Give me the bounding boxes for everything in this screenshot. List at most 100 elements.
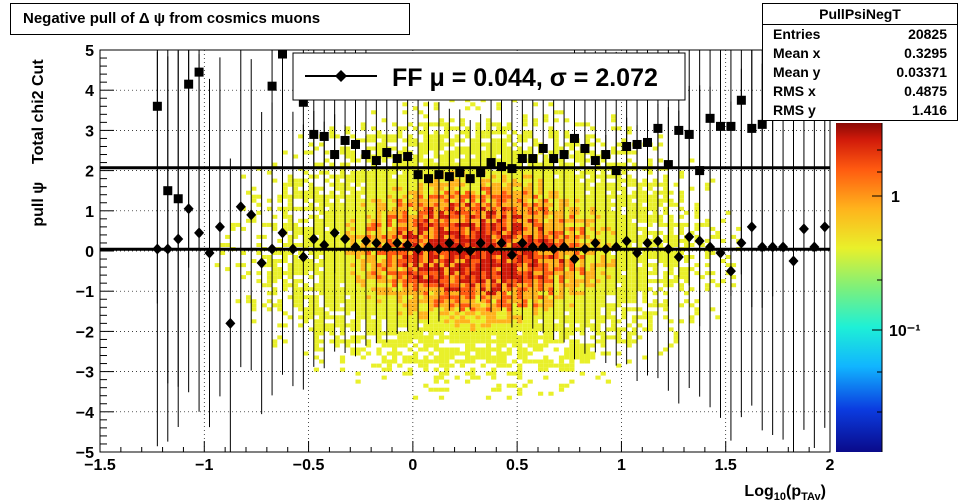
heat-cell [548, 287, 554, 292]
heat-cell [449, 291, 455, 296]
heat-cell [480, 287, 486, 292]
square-marker [392, 154, 402, 164]
heat-cell [444, 295, 450, 300]
heat-cell [532, 275, 539, 280]
heat-cell [365, 214, 372, 219]
heat-cell [407, 202, 413, 207]
heat-cell [355, 226, 361, 231]
heat-cell [511, 343, 518, 348]
heat-cell [449, 202, 455, 207]
heat-cell [600, 194, 606, 199]
heat-cell [298, 303, 304, 308]
heat-cell [584, 198, 591, 203]
heat-cell [678, 206, 685, 211]
heat-cell [282, 210, 288, 215]
diamond-marker [486, 243, 497, 255]
heat-cell [412, 395, 419, 400]
heat-cell [564, 351, 570, 356]
heat-cell [584, 194, 591, 199]
heat-cell [506, 267, 512, 272]
heat-cell [475, 162, 481, 167]
heat-cell [485, 271, 492, 276]
heat-cell [339, 291, 346, 296]
heat-cell [538, 363, 544, 368]
heat-cell [345, 210, 351, 215]
heat-cell [574, 275, 580, 280]
heat-cell [538, 359, 544, 364]
heat-cell [449, 154, 455, 159]
heat-cell [538, 214, 544, 219]
heat-cell [558, 311, 565, 316]
heat-cell [626, 234, 632, 239]
heat-cell [511, 174, 518, 179]
heat-cell [657, 303, 664, 308]
heat-cell [564, 162, 570, 167]
heat-cell [574, 347, 580, 352]
heat-cell [611, 222, 617, 227]
heat-cell [527, 214, 533, 219]
heat-cell [532, 182, 539, 187]
heat-cell [553, 142, 559, 147]
heat-cell [334, 275, 340, 280]
heat-cell [684, 291, 690, 296]
heat-cell [574, 198, 580, 203]
heat-cell [548, 234, 554, 239]
heat-cell [438, 259, 445, 264]
heat-cell [558, 210, 565, 215]
heat-cell [652, 198, 658, 203]
heat-cell [511, 311, 518, 316]
heat-cell [470, 138, 476, 143]
heat-cell [465, 359, 471, 364]
heat-cell [365, 186, 372, 191]
heat-cell [433, 263, 439, 268]
heat-cell [438, 375, 445, 380]
heat-cell [517, 202, 523, 207]
heat-cell [433, 315, 439, 320]
heat-cell [402, 214, 408, 219]
heat-cell [553, 238, 559, 243]
heat-cell [240, 275, 247, 280]
heat-cell [470, 331, 476, 336]
heat-cell [350, 186, 356, 191]
heat-cell [397, 295, 403, 300]
heat-cell [532, 122, 539, 127]
heat-cell [345, 186, 351, 191]
heat-cell [423, 339, 429, 344]
heat-cell [334, 303, 340, 308]
heat-cell [564, 206, 570, 211]
heat-cell [298, 259, 304, 264]
heat-cell [371, 307, 377, 312]
heat-cell [397, 178, 403, 183]
heat-cell [444, 126, 450, 131]
heat-cell [511, 206, 518, 211]
heat-cell [579, 214, 585, 219]
heat-cell [459, 186, 466, 191]
heat-cell [657, 287, 664, 292]
heat-cell [532, 255, 539, 260]
heat-cell [543, 226, 549, 231]
heat-cell [386, 222, 393, 227]
heat-cell [501, 299, 507, 304]
heat-cell [334, 255, 340, 260]
heat-cell [350, 279, 356, 284]
heat-cell [642, 255, 648, 260]
heat-cell [579, 287, 585, 292]
heat-cell [272, 271, 278, 276]
heat-cell [621, 339, 627, 344]
heat-cell [360, 174, 366, 179]
heat-cell [548, 255, 554, 260]
heat-cell [423, 315, 429, 320]
heat-cell [527, 379, 533, 384]
diamond-marker [152, 243, 163, 255]
heat-cell [538, 218, 544, 223]
heat-cell [465, 134, 471, 139]
heat-cell [725, 263, 731, 268]
heat-cell [350, 255, 356, 260]
heat-cell [501, 267, 507, 272]
heat-cell [438, 186, 445, 191]
heat-cell [444, 218, 450, 223]
heat-cell [558, 287, 565, 292]
heat-cell [444, 387, 450, 392]
heat-cell [465, 243, 471, 248]
heat-cell [444, 222, 450, 227]
